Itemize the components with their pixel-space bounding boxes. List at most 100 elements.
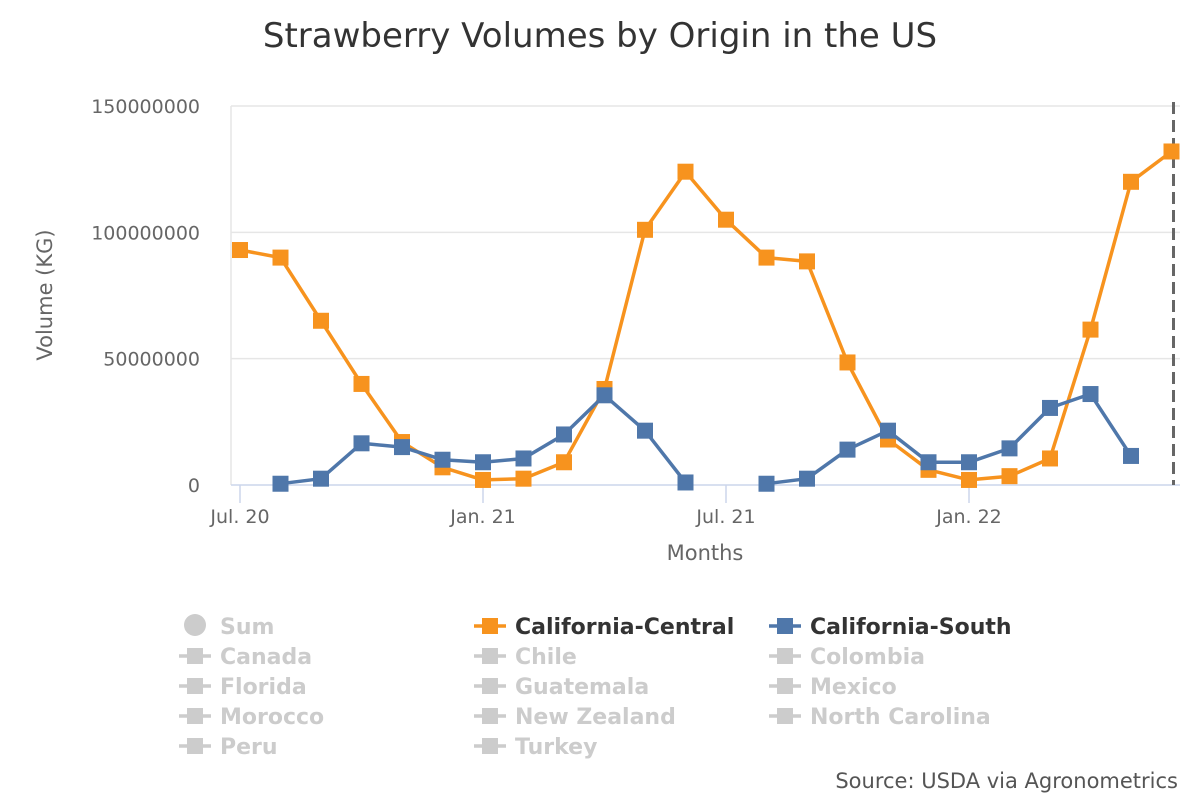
data-point[interactable] xyxy=(272,475,289,492)
y-axis-title: Volume (KG) xyxy=(33,229,57,360)
data-point[interactable] xyxy=(394,439,410,456)
x-tick-label: Jan. 22 xyxy=(935,506,1002,528)
data-point[interactable] xyxy=(799,470,815,487)
series-california-south xyxy=(272,386,1139,492)
data-point[interactable] xyxy=(961,454,977,471)
x-tick-label: Jan. 21 xyxy=(449,506,516,528)
series-line xyxy=(239,150,1173,482)
legend-label: California-South xyxy=(810,615,1012,640)
data-point[interactable] xyxy=(313,312,329,329)
data-point[interactable] xyxy=(1082,386,1099,403)
legend-item-guatemala[interactable]: Guatemala xyxy=(474,675,649,700)
series-california-central xyxy=(232,143,1180,488)
legend-marker xyxy=(184,614,206,636)
legend-item-california-south[interactable]: California-South xyxy=(769,615,1012,640)
data-point[interactable] xyxy=(1001,468,1018,485)
y-tick-label: 100000000 xyxy=(91,222,200,244)
data-point[interactable] xyxy=(1001,440,1018,457)
legend-label: Turkey xyxy=(515,735,597,760)
legend-marker xyxy=(482,708,498,724)
source-credit: Source: USDA via Agronometrics xyxy=(835,769,1178,793)
legend-label: Mexico xyxy=(810,675,897,700)
data-point[interactable] xyxy=(313,470,329,487)
data-point[interactable] xyxy=(920,454,937,471)
legend-marker xyxy=(187,648,203,664)
legend-item-chile[interactable]: Chile xyxy=(474,645,577,670)
data-point[interactable] xyxy=(353,375,370,392)
data-point[interactable] xyxy=(475,454,491,471)
data-point[interactable] xyxy=(961,471,977,488)
data-point[interactable] xyxy=(677,163,694,180)
y-tick-label: 50000000 xyxy=(103,349,200,371)
legend-label: Chile xyxy=(515,645,577,670)
legend-label: Colombia xyxy=(810,645,925,670)
data-point[interactable] xyxy=(272,249,289,266)
data-point[interactable] xyxy=(758,475,775,492)
data-point[interactable] xyxy=(677,474,694,491)
data-point[interactable] xyxy=(637,221,653,238)
legend-item-peru[interactable]: Peru xyxy=(179,735,278,760)
data-point[interactable] xyxy=(839,441,856,458)
legend-marker xyxy=(482,738,498,754)
data-point[interactable] xyxy=(1042,399,1058,416)
legend-item-california-central[interactable]: California-Central xyxy=(474,615,734,640)
legend-label: New Zealand xyxy=(515,705,676,730)
legend-marker xyxy=(187,738,203,754)
legend-marker xyxy=(187,678,203,694)
legend-label: Morocco xyxy=(220,705,324,730)
legend-label: California-Central xyxy=(515,615,734,640)
legend-marker xyxy=(777,708,793,724)
legend-label: Peru xyxy=(220,735,278,760)
legend-item-north-carolina[interactable]: North Carolina xyxy=(769,705,991,730)
legend-item-canada[interactable]: Canada xyxy=(179,645,312,670)
legend-label: North Carolina xyxy=(810,705,991,730)
legend-label: Florida xyxy=(220,675,307,700)
legend: Sum California-Central California-South Can… xyxy=(179,614,1012,760)
legend-item-colombia[interactable]: Colombia xyxy=(769,645,925,670)
legend-item-mexico[interactable]: Mexico xyxy=(769,675,897,700)
x-tick-label: Jul. 20 xyxy=(209,506,269,528)
data-point[interactable] xyxy=(556,454,572,471)
data-point[interactable] xyxy=(596,387,613,404)
legend-marker xyxy=(482,618,498,634)
data-point[interactable] xyxy=(718,211,734,228)
legend-marker xyxy=(482,648,498,664)
series-layer xyxy=(232,143,1180,492)
y-tick-label: 150000000 xyxy=(91,96,200,118)
legend-marker xyxy=(777,618,793,634)
x-axis-title: Months xyxy=(667,541,744,565)
legend-item-florida[interactable]: Florida xyxy=(179,675,307,700)
y-axis-ticks: 0 50000000 100000000 150000000 xyxy=(91,96,200,497)
y-tick-label: 0 xyxy=(188,475,200,497)
data-point[interactable] xyxy=(1123,173,1139,190)
legend-item-sum[interactable]: Sum xyxy=(184,614,274,640)
legend-item-new-zealand[interactable]: New Zealand xyxy=(474,705,676,730)
x-tick-label: Jul. 21 xyxy=(695,506,755,528)
data-point[interactable] xyxy=(880,422,896,439)
legend-marker xyxy=(187,708,203,724)
data-point[interactable] xyxy=(839,354,856,371)
data-point[interactable] xyxy=(556,426,572,443)
data-point[interactable] xyxy=(758,249,775,266)
data-point[interactable] xyxy=(1163,143,1180,160)
data-point[interactable] xyxy=(232,242,248,259)
legend-marker xyxy=(777,678,793,694)
data-point[interactable] xyxy=(637,422,653,439)
data-point[interactable] xyxy=(353,435,370,452)
legend-marker xyxy=(777,648,793,664)
grid-lines xyxy=(230,105,1180,485)
data-point[interactable] xyxy=(475,471,491,488)
data-point[interactable] xyxy=(515,450,532,467)
data-point[interactable] xyxy=(799,253,815,270)
legend-marker xyxy=(482,678,498,694)
legend-item-turkey[interactable]: Turkey xyxy=(474,735,597,760)
legend-item-morocco[interactable]: Morocco xyxy=(179,705,324,730)
data-point[interactable] xyxy=(1123,447,1139,464)
legend-label: Guatemala xyxy=(515,675,649,700)
chart-title: Strawberry Volumes by Origin in the US xyxy=(263,16,937,56)
data-point[interactable] xyxy=(1042,450,1058,467)
data-point[interactable] xyxy=(1082,321,1099,338)
legend-label: Sum xyxy=(220,615,274,640)
data-point[interactable] xyxy=(434,451,451,468)
data-point[interactable] xyxy=(515,470,532,487)
